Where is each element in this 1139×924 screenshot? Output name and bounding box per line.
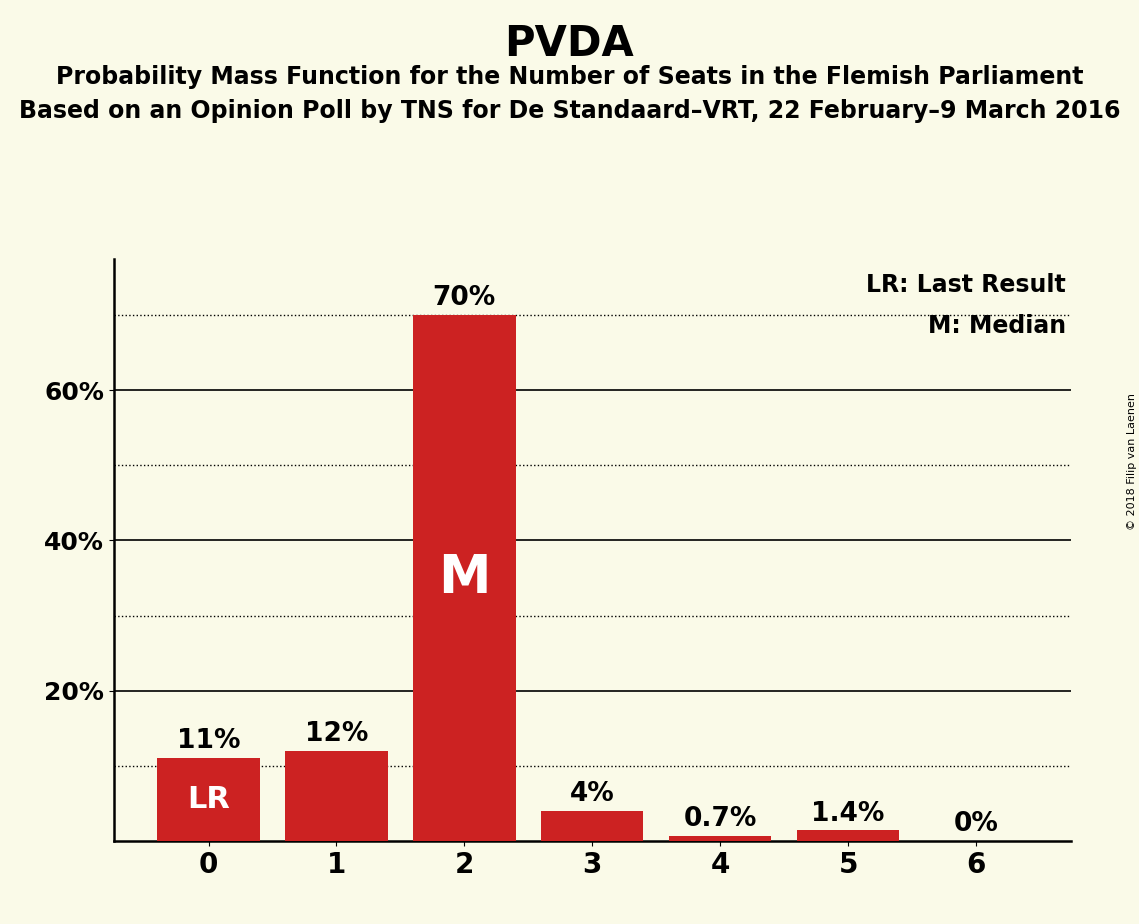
Text: M: Median: M: Median — [928, 314, 1066, 338]
Text: © 2018 Filip van Laenen: © 2018 Filip van Laenen — [1126, 394, 1137, 530]
Text: Based on an Opinion Poll by TNS for De Standaard–VRT, 22 February–9 March 2016: Based on an Opinion Poll by TNS for De S… — [18, 99, 1121, 123]
Text: 70%: 70% — [433, 286, 495, 311]
Bar — [285, 750, 387, 841]
Bar — [669, 835, 771, 841]
Text: 12%: 12% — [305, 721, 368, 747]
Bar — [541, 810, 644, 841]
Text: 11%: 11% — [177, 728, 240, 755]
Text: 1.4%: 1.4% — [811, 800, 885, 827]
Text: PVDA: PVDA — [505, 23, 634, 65]
Text: M: M — [439, 552, 491, 604]
Text: LR: Last Result: LR: Last Result — [866, 274, 1066, 298]
Bar — [157, 759, 260, 841]
Text: Probability Mass Function for the Number of Seats in the Flemish Parliament: Probability Mass Function for the Number… — [56, 65, 1083, 89]
Bar — [797, 831, 900, 841]
Bar — [413, 315, 516, 841]
Text: 4%: 4% — [570, 781, 615, 807]
Text: 0.7%: 0.7% — [683, 806, 757, 832]
Text: LR: LR — [187, 785, 230, 814]
Text: 0%: 0% — [953, 811, 999, 837]
